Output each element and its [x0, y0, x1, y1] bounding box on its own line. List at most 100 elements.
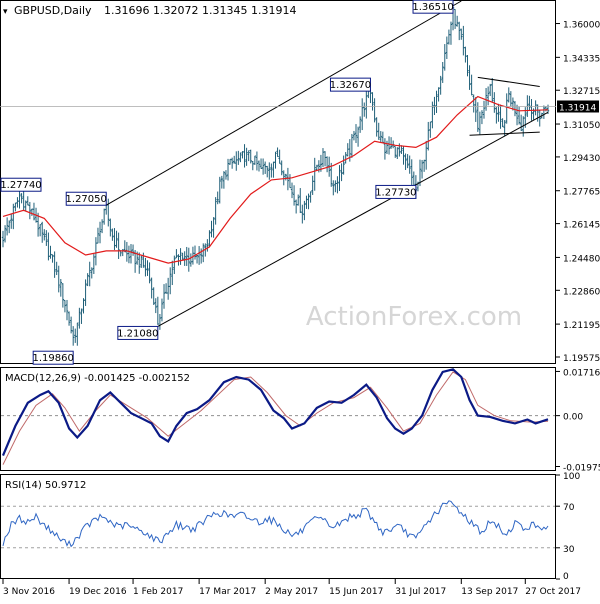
- price-bar: [439, 75, 442, 95]
- price-bar: [7, 220, 11, 234]
- price-bar: [98, 221, 102, 244]
- price-bar: [462, 25, 465, 56]
- price-bar: [321, 148, 325, 168]
- price-bar: [82, 298, 85, 314]
- price-bar: [375, 117, 378, 137]
- price-bar: [109, 218, 112, 237]
- price-bar: [86, 273, 89, 287]
- price-bar: [92, 254, 96, 275]
- price-bar: [152, 287, 155, 305]
- price-bar: [499, 104, 502, 129]
- price-bar: [156, 296, 160, 325]
- price-bar: [396, 147, 399, 160]
- price-bar: [542, 105, 546, 119]
- price-bar: [303, 200, 306, 221]
- price-bar: [247, 150, 250, 162]
- price-bar: [63, 299, 67, 313]
- price-bar: [181, 252, 184, 261]
- price-bar: [445, 36, 449, 60]
- price-bar: [222, 171, 226, 189]
- price-bar: [338, 165, 341, 192]
- price-bar: [41, 221, 44, 243]
- price-annotation-label: 1.19860: [33, 353, 74, 364]
- price-bar: [90, 267, 93, 279]
- price-annotation-label: 1.27740: [0, 180, 41, 191]
- price-bar: [299, 188, 302, 214]
- price-bar: [377, 122, 380, 140]
- price-bar: [402, 145, 405, 165]
- price-bar: [286, 167, 290, 191]
- price-bar: [394, 145, 397, 158]
- price-bar: [146, 260, 149, 276]
- trend-lines: [0, 0, 556, 327]
- price-bar: [276, 147, 279, 158]
- macd-y-tick-label: 0.00: [563, 413, 583, 423]
- price-bar: [226, 158, 230, 181]
- price-bar: [325, 156, 329, 173]
- price-bar: [51, 254, 54, 263]
- price-bar: [389, 137, 393, 149]
- price-bar: [214, 197, 217, 225]
- price-bar: [185, 246, 188, 266]
- price-bar: [36, 212, 40, 237]
- x-tick-label: 1 Feb 2017: [133, 587, 183, 597]
- price-bar: [241, 151, 244, 159]
- price-bar: [544, 106, 548, 112]
- price-bar: [491, 78, 494, 103]
- moving-average: [2, 95, 549, 264]
- price-bar: [385, 140, 389, 155]
- price-bar: [272, 161, 275, 178]
- price-bar: [404, 153, 407, 170]
- price-bar: [45, 230, 48, 246]
- price-annotation: 1.36510: [412, 0, 454, 14]
- price-bar: [519, 114, 523, 131]
- price-bar: [379, 131, 382, 143]
- price-bar: [96, 227, 100, 244]
- price-bar: [243, 144, 246, 168]
- price-y-tick-label: 1.31050: [563, 121, 600, 131]
- price-bar: [354, 124, 358, 144]
- price-bar: [160, 298, 164, 322]
- price-bar: [294, 199, 298, 214]
- x-tick-label: 15 Jun 2017: [329, 587, 383, 597]
- price-bar: [363, 102, 366, 117]
- macd-header: MACD(12,26,9) -0.001425 -0.002152: [5, 373, 190, 384]
- price-bar: [381, 131, 385, 144]
- price-bar: [3, 225, 7, 243]
- price-bar: [67, 311, 71, 326]
- price-bar: [528, 95, 531, 111]
- price-bar: [259, 158, 263, 169]
- price-bar: [177, 254, 180, 266]
- price-bar: [292, 185, 296, 206]
- price-bar: [206, 239, 209, 252]
- price-y-tick-label: 1.21195: [563, 321, 600, 331]
- price-bars: [1, 7, 550, 346]
- price-bar: [301, 204, 304, 224]
- watermark: ActionForex.com: [306, 302, 522, 332]
- price-bar: [12, 203, 15, 230]
- price-bar: [253, 155, 257, 165]
- price-annotation: 1.32670: [330, 77, 371, 92]
- price-bar: [346, 143, 349, 157]
- price-bar: [263, 161, 267, 174]
- price-bar: [443, 44, 446, 71]
- price-bar: [447, 29, 451, 45]
- price-bar: [125, 241, 129, 262]
- price-bar: [228, 158, 232, 165]
- price-annotation: 1.27740: [0, 177, 42, 192]
- price-bar: [61, 283, 65, 308]
- price-bar: [284, 173, 288, 181]
- price-bar: [455, 15, 459, 27]
- price-bar: [340, 163, 343, 182]
- price-bar: [309, 191, 312, 203]
- price-bar: [429, 121, 432, 138]
- price-y-tick-label: 1.19575: [563, 354, 600, 364]
- price-bar: [14, 202, 17, 212]
- price-bar: [189, 253, 193, 267]
- price-bar: [350, 133, 354, 158]
- price-bar: [538, 109, 541, 127]
- price-y-axis: 1.36000 1.34335 1.32715 1.31050 1.29430 1.277…: [556, 21, 600, 364]
- price-bar: [102, 208, 106, 225]
- price-bar: [80, 308, 83, 324]
- rsi-panel-frame: [0, 474, 556, 579]
